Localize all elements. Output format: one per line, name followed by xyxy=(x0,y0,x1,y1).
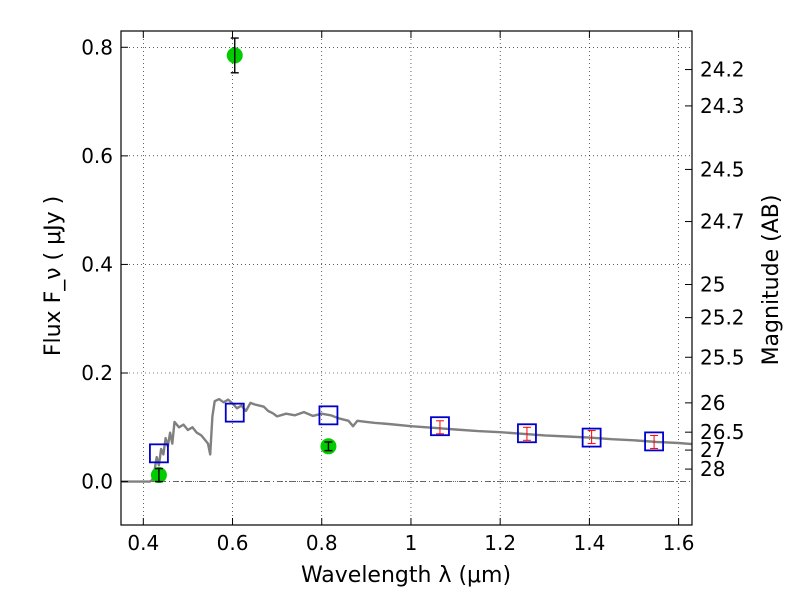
x-axis-title: Wavelength λ (μm) xyxy=(301,563,511,588)
y-tick-label: 0.0 xyxy=(81,470,113,494)
model-photometry-square xyxy=(224,402,245,423)
x-tick-label: 0.4 xyxy=(127,531,159,555)
model-photometry-square xyxy=(517,423,537,444)
model-photometry-square xyxy=(644,431,664,452)
y2-axis-title: Magnitude (AB) xyxy=(759,195,784,366)
ticks xyxy=(121,31,692,525)
model-photometry-square xyxy=(430,416,450,437)
sed-curve-layer xyxy=(121,397,693,483)
mag-tick-label: 26.5 xyxy=(700,420,745,444)
y-tick-label: 0.8 xyxy=(81,35,113,59)
y-tick-label: 0.6 xyxy=(81,144,113,168)
sed-model-curve xyxy=(121,397,693,483)
model-photometry-square xyxy=(581,427,602,448)
mag-tick-label: 26 xyxy=(700,391,725,415)
mag-tick-label: 24.5 xyxy=(700,157,745,181)
grid xyxy=(121,31,692,525)
mag-tick-label: 24.3 xyxy=(700,94,745,118)
x-tick-label: 0.6 xyxy=(217,531,249,555)
mag-tick-label: 28 xyxy=(700,457,725,481)
mag-tick-label: 25.5 xyxy=(700,345,745,369)
x-tick-label: 1.6 xyxy=(663,531,695,555)
mag-tick-label: 25 xyxy=(700,273,725,297)
mag-tick-label: 27 xyxy=(700,438,725,462)
mag-tick-label: 24.2 xyxy=(700,58,745,82)
model-photometry-square xyxy=(318,405,339,426)
y-axis-title: Flux F_ν ( μJy ) xyxy=(41,196,66,356)
x-tick-label: 1.2 xyxy=(484,531,516,555)
y-tick-label: 0.2 xyxy=(81,361,113,385)
y-tick-label: 0.4 xyxy=(81,252,113,276)
x-tick-label: 0.8 xyxy=(306,531,338,555)
tick-labels: 0.4 0.6 0.8 1 1.2 1.4 1.6 0.0 0.2 0.4 0.6 0.8 24.2 24… xyxy=(81,35,744,555)
x-tick-label: 1.4 xyxy=(573,531,605,555)
mag-tick-label: 24.7 xyxy=(700,210,745,234)
model-photometry-square xyxy=(149,443,169,464)
mag-tick-label: 25.2 xyxy=(700,306,745,330)
markers-layer xyxy=(149,37,664,484)
x-tick-label: 1 xyxy=(405,531,418,555)
plot-frame xyxy=(120,30,693,526)
